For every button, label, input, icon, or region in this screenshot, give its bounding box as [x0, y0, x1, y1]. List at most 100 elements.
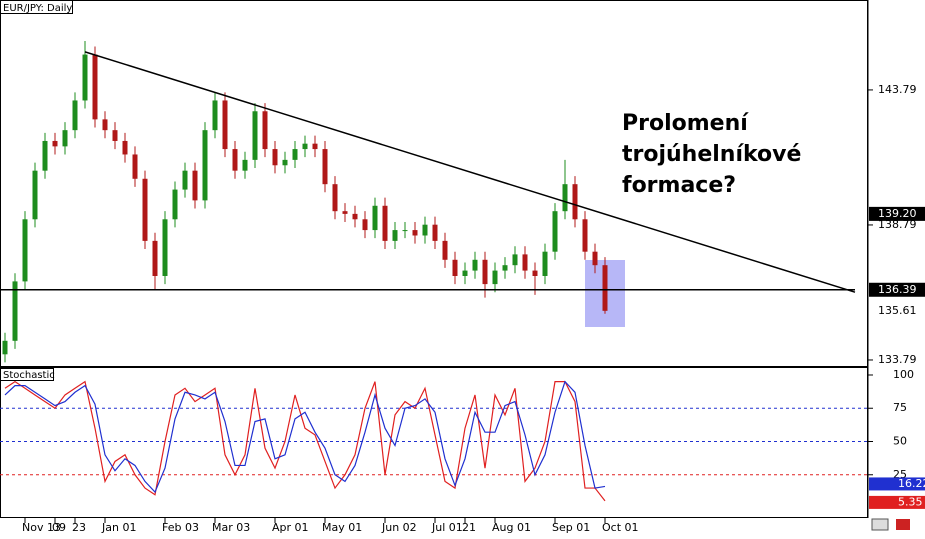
last-value: 16.22	[898, 477, 925, 490]
candle-body	[182, 170, 188, 190]
trendline-label-box	[869, 206, 925, 221]
y-tick-label: 75	[893, 401, 907, 414]
candle-body	[122, 140, 128, 155]
candle-body	[202, 130, 208, 201]
candle-body	[172, 189, 178, 220]
candle-body	[32, 170, 38, 220]
candle-body	[462, 270, 468, 276]
candle-body	[472, 259, 478, 271]
candle-body	[522, 254, 528, 271]
last-value-box	[869, 477, 925, 491]
candle-body	[42, 140, 48, 171]
candle-body	[432, 224, 438, 241]
x-tick-label: May 01	[322, 521, 362, 534]
candle-body	[552, 211, 558, 252]
y-tick-label: 133.79	[878, 353, 917, 366]
candle-body	[342, 211, 348, 214]
x-tick-label: 09	[52, 521, 66, 534]
candle-body	[242, 159, 248, 171]
icon[interactable]	[871, 518, 889, 531]
stoch-title-box	[0, 368, 54, 381]
candle-body	[502, 265, 508, 271]
candle-body	[2, 340, 8, 355]
candle-body	[62, 130, 68, 147]
candle-body	[22, 219, 28, 282]
last-value-box	[869, 495, 925, 509]
candle-body	[302, 143, 308, 150]
candle-body	[292, 149, 298, 160]
candle-body	[382, 205, 388, 241]
x-tick-label: Jun 02	[381, 521, 417, 534]
candle-body	[102, 119, 108, 131]
candle-body	[402, 230, 408, 232]
candle-body	[322, 149, 328, 185]
candle-body	[232, 149, 238, 171]
x-tick-label: Apr 01	[272, 521, 309, 534]
x-tick-label: Aug 01	[492, 521, 531, 534]
candle-body	[262, 111, 268, 150]
x-tick-label: Mar 03	[212, 521, 250, 534]
candle-body	[532, 270, 538, 276]
last-price-label: 135.61	[878, 304, 917, 317]
stoch-title: Stochastic	[3, 370, 55, 381]
candle-body	[92, 54, 98, 120]
trendline	[84, 51, 856, 293]
candle-body	[222, 100, 228, 150]
candle-body	[422, 224, 428, 236]
candle-body	[132, 154, 138, 179]
candle-body	[492, 270, 498, 285]
support-label: 136.39	[878, 283, 917, 296]
candle-body	[282, 159, 288, 166]
stoch-line	[4, 380, 606, 494]
candle-body	[162, 219, 168, 276]
candle-body	[142, 178, 148, 241]
x-tick-label: Jul 01	[431, 521, 463, 534]
candle-body	[392, 230, 398, 241]
candle-body	[372, 205, 378, 231]
icon[interactable]	[896, 519, 910, 530]
candle-body	[582, 219, 588, 252]
candle-body	[412, 230, 418, 236]
candle-body	[512, 254, 518, 266]
x-tick-label: 23	[72, 521, 86, 534]
candle-body	[72, 100, 78, 131]
candle-body	[542, 251, 548, 276]
candle-body	[272, 149, 278, 166]
x-tick-label: Feb 03	[162, 521, 199, 534]
candle-body	[12, 281, 18, 341]
support-label-box	[869, 282, 925, 297]
trendline-label: 139.20	[878, 207, 917, 220]
candle-body	[452, 259, 458, 276]
candle-body	[212, 100, 218, 131]
candle-body	[112, 130, 118, 141]
candle-body	[482, 259, 488, 285]
candle-body	[192, 170, 198, 201]
last-price-label-box	[869, 303, 925, 318]
candle-body	[82, 54, 88, 101]
y-tick-label: 100	[893, 368, 914, 381]
candle-body	[352, 213, 358, 220]
y-tick-label: 138.79	[878, 218, 917, 231]
stoch-line	[4, 380, 606, 502]
candle-body	[332, 184, 338, 212]
annotation: Prolomení trojúhelníkové formace?	[622, 111, 802, 198]
y-tick-label: 143.79	[878, 83, 917, 96]
candle-body	[52, 140, 58, 147]
candle-body	[152, 240, 158, 276]
x-tick-label: Jan 01	[101, 521, 136, 534]
candle-body	[592, 251, 598, 266]
x-tick-label: Nov 13	[22, 521, 61, 534]
candle-body	[252, 111, 258, 160]
candle-body	[312, 143, 318, 150]
y-tick-label: 50	[893, 435, 907, 448]
candle-body	[442, 240, 448, 260]
stoch-frame	[0, 367, 868, 518]
x-tick-label: 21	[462, 521, 476, 534]
candle-body	[362, 219, 368, 231]
title-box	[0, 0, 73, 14]
x-tick-label: Oct 01	[602, 521, 639, 534]
candle-body	[602, 265, 608, 311]
last-value: 5.35	[898, 495, 923, 508]
